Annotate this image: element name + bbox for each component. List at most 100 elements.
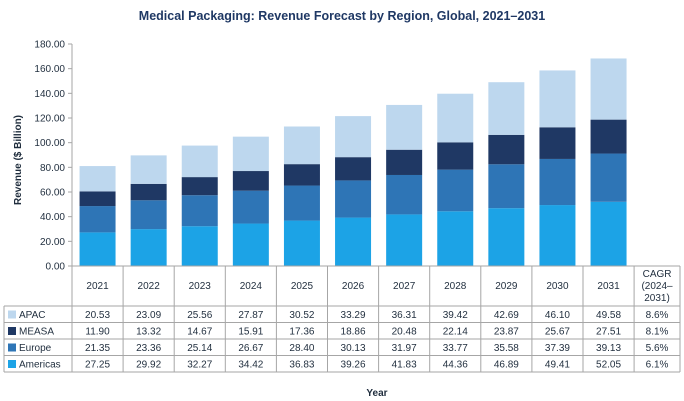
table-value-apac-2028: 39.42 — [443, 310, 468, 321]
table-value-americas-2024: 34.42 — [238, 359, 263, 370]
bar-segment-apac-2026 — [335, 116, 372, 158]
table-value-europe-2027: 31.97 — [392, 343, 417, 354]
plot-area: 0.00 20.00 40.00 60.00 80.00 100.00 120.00 140.… — [34, 40, 627, 273]
legend-swatch-measa — [8, 327, 16, 335]
table-value-europe-2029: 35.58 — [494, 343, 519, 354]
table-value-europe-2031: 39.13 — [596, 343, 621, 354]
legend-label-europe: Europe — [19, 343, 52, 354]
bar-segment-apac-2029 — [488, 82, 525, 135]
y-tick-label: 160.00 — [34, 64, 65, 75]
legend-label-measa: MEASA — [19, 326, 54, 337]
table-value-americas-2023: 32.27 — [187, 359, 212, 370]
bar-segment-measa-2024 — [232, 171, 269, 191]
bar-segment-apac-2025 — [283, 126, 320, 165]
x-category-label: 2028 — [444, 281, 467, 292]
table-value-apac-2024: 27.87 — [238, 310, 263, 321]
table-value-americas-2022: 29.92 — [136, 359, 161, 370]
bar-segment-americas-2021 — [79, 232, 116, 266]
bar-segment-apac-2027 — [386, 104, 423, 150]
bar-segment-americas-2030 — [539, 205, 576, 266]
x-category-label: 2031 — [597, 281, 620, 292]
bar-segment-apac-2028 — [437, 93, 474, 143]
bar-segment-measa-2031 — [590, 119, 627, 154]
table-value-americas-2031: 52.05 — [596, 359, 621, 370]
table-value-measa-2023: 14.67 — [187, 326, 212, 337]
cagr-header-label: 2031) — [644, 293, 670, 304]
table-value-europe-2025: 28.40 — [289, 343, 314, 354]
bar-segment-americas-2029 — [488, 208, 525, 266]
x-category-label: 2022 — [138, 281, 161, 292]
y-tick-label: 0.00 — [46, 262, 66, 273]
x-category-label: 2029 — [495, 281, 518, 292]
cagr-value-apac: 8.6% — [646, 310, 669, 321]
table-value-americas-2028: 44.36 — [443, 359, 468, 370]
x-category-label: 2024 — [240, 281, 263, 292]
bar-segment-europe-2021 — [79, 206, 116, 233]
y-tick-label: 140.00 — [34, 89, 65, 100]
table-value-americas-2026: 39.26 — [341, 359, 366, 370]
bar-segment-americas-2031 — [590, 201, 627, 266]
table-value-apac-2026: 33.29 — [341, 310, 366, 321]
bar-segment-apac-2023 — [181, 145, 218, 178]
bar-segment-measa-2021 — [79, 191, 116, 207]
y-tick-label: 100.00 — [34, 138, 65, 149]
table-value-measa-2027: 20.48 — [392, 326, 417, 337]
y-tick-label: 120.00 — [34, 114, 65, 125]
y-tick-label: 80.00 — [40, 163, 65, 174]
x-category-label: 2023 — [189, 281, 212, 292]
table-value-apac-2030: 46.10 — [545, 310, 570, 321]
cagr-value-europe: 5.6% — [646, 343, 669, 354]
table-value-apac-2029: 42.69 — [494, 310, 519, 321]
x-category-label: 2021 — [86, 281, 109, 292]
bar-segment-measa-2023 — [181, 177, 218, 196]
bar-segment-americas-2026 — [335, 217, 372, 266]
table-value-apac-2023: 25.56 — [187, 310, 212, 321]
chart-title: Medical Packaging: Revenue Forecast by R… — [139, 9, 545, 23]
bar-segment-measa-2025 — [283, 164, 320, 186]
table-value-americas-2021: 27.25 — [85, 359, 110, 370]
bar-segment-americas-2025 — [283, 220, 320, 266]
table-value-measa-2021: 11.90 — [85, 326, 110, 337]
bar-segment-apac-2030 — [539, 70, 576, 128]
table-value-measa-2029: 23.87 — [494, 326, 519, 337]
table-value-measa-2026: 18.86 — [341, 326, 366, 337]
bar-segment-europe-2026 — [335, 180, 372, 218]
bar-segment-apac-2031 — [590, 58, 627, 120]
y-axis-title: Revenue ($ Billion) — [13, 115, 24, 205]
legend-swatch-apac — [8, 310, 16, 319]
table-value-europe-2026: 30.13 — [341, 343, 366, 354]
table-value-americas-2025: 36.83 — [289, 359, 314, 370]
bar-segment-measa-2027 — [386, 149, 423, 175]
cagr-header-label: (2024– — [641, 281, 673, 292]
y-tick-label: 180.00 — [34, 40, 65, 51]
table-value-measa-2022: 13.32 — [136, 326, 161, 337]
bar-segment-europe-2027 — [386, 174, 423, 215]
x-axis-title: Year — [366, 388, 387, 399]
bar-segment-europe-2025 — [283, 185, 320, 221]
bar-segment-measa-2022 — [130, 183, 167, 201]
bar-segment-europe-2022 — [130, 200, 167, 230]
y-tick-label: 60.00 — [40, 188, 65, 199]
table-value-measa-2030: 25.67 — [545, 326, 570, 337]
table-value-apac-2027: 36.31 — [392, 310, 417, 321]
legend-swatch-americas — [8, 360, 16, 368]
table-value-europe-2030: 37.39 — [545, 343, 570, 354]
table-value-americas-2030: 49.41 — [545, 359, 570, 370]
legend-label-americas: Americas — [19, 359, 61, 370]
table-value-europe-2021: 21.35 — [85, 343, 110, 354]
bar-segment-apac-2021 — [79, 166, 116, 192]
bar-segment-europe-2028 — [437, 169, 474, 212]
table-value-europe-2022: 23.36 — [136, 343, 161, 354]
cagr-value-measa: 8.1% — [646, 326, 669, 337]
bar-segment-measa-2028 — [437, 142, 474, 170]
table-value-europe-2028: 33.77 — [443, 343, 468, 354]
table-value-americas-2029: 46.89 — [494, 359, 519, 370]
table-value-europe-2023: 25.14 — [187, 343, 212, 354]
table-value-europe-2024: 26.67 — [238, 343, 263, 354]
table-value-apac-2021: 20.53 — [85, 310, 110, 321]
x-category-label: 2030 — [546, 281, 569, 292]
bar-segment-apac-2024 — [232, 136, 269, 172]
bar-segment-apac-2022 — [130, 155, 167, 184]
table-value-apac-2022: 23.09 — [136, 310, 161, 321]
